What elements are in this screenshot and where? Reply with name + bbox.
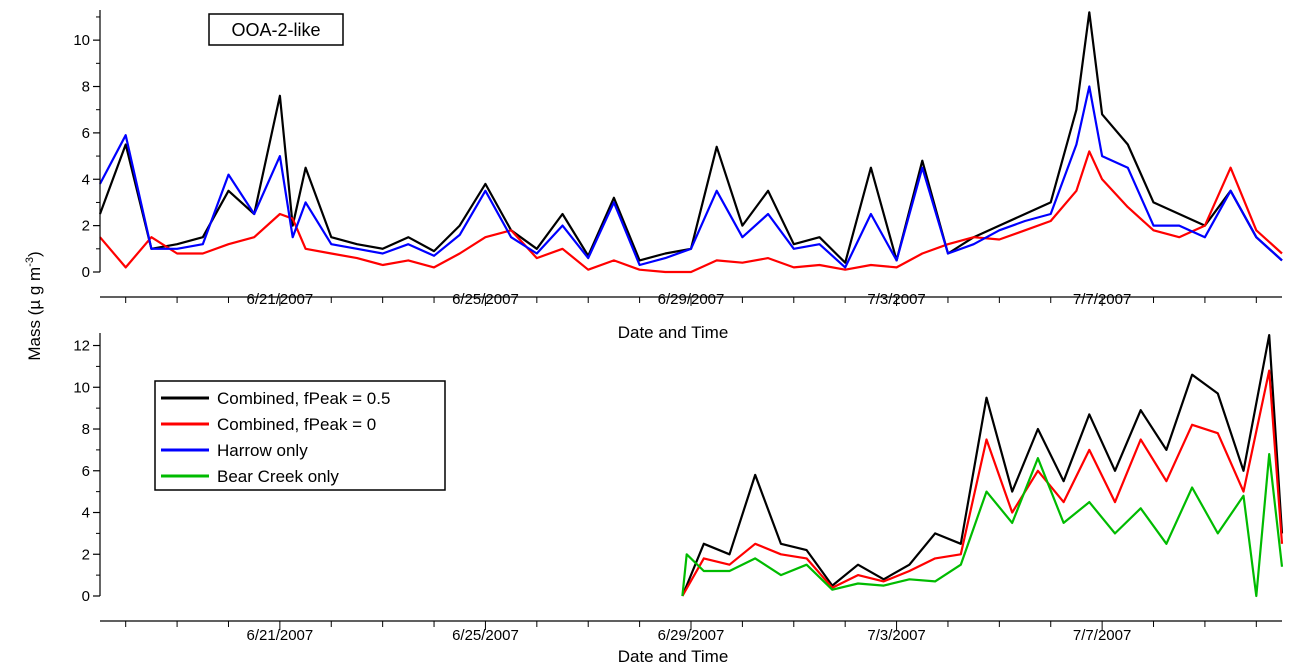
top-x-tick-label: 6/25/2007: [452, 291, 519, 308]
bottom-x-tick-label: 6/29/2007: [658, 627, 725, 644]
legend-label-combined-0: Combined, fPeak = 0: [217, 415, 376, 434]
bottom-y-tick-label: 6: [82, 463, 90, 480]
legend: Combined, fPeak = 0.5 Combined, fPeak = …: [154, 380, 446, 491]
bottom-y-tick-label: 12: [73, 338, 90, 355]
top-y-tick-label: 8: [82, 79, 90, 96]
top-series-line-harrow-only: [99, 85, 1283, 269]
legend-entry-bear-creek: Bear Creek only: [161, 467, 339, 486]
top-y-tick-label: 4: [82, 171, 90, 188]
bottom-series-line-combined-fpeak-0-5: [681, 334, 1284, 597]
bottom-x-tick-label: 6/21/2007: [247, 627, 314, 644]
top-x-tick-label: 7/7/2007: [1073, 291, 1131, 308]
legend-label-bear-creek: Bear Creek only: [217, 467, 339, 486]
svg-text:Mass (µ g m-3): Mass (µ g m-3): [24, 251, 44, 360]
bottom-y-tick-label: 2: [82, 546, 90, 563]
bottom-x-axis-title: Date and Time: [618, 647, 729, 666]
top-plot-area: 0 2 4 6 8 10 6/21/2007 6/25/2007 6/29/2007 7/3/20…: [73, 10, 1283, 308]
top-y-tick-label: 2: [82, 218, 90, 235]
legend-label-harrow: Harrow only: [217, 441, 308, 460]
legend-label-combined-05: Combined, fPeak = 0.5: [217, 389, 390, 408]
legend-entry-combined-05: Combined, fPeak = 0.5: [161, 389, 390, 408]
top-series-line-combined-fpeak-0-5: [98, 11, 1283, 264]
top-x-tick-label: 6/29/2007: [658, 291, 725, 308]
legend-entry-combined-0: Combined, fPeak = 0: [161, 415, 376, 434]
bottom-y-tick-label: 0: [82, 588, 90, 605]
bottom-y-tick-label: 10: [73, 379, 90, 396]
top-y-tick-label: 10: [73, 32, 90, 49]
legend-entry-harrow: Harrow only: [161, 441, 308, 460]
bottom-plot-area: 0 2 4 6 8 10 12 6/21/2007 6/25/2007 6/29/2007 7/3/…: [73, 333, 1284, 644]
top-series-line-combined-fpeak-0: [99, 150, 1283, 274]
bottom-y-tick-label: 8: [82, 421, 90, 438]
top-annotation-box: OOA-2-like: [208, 13, 344, 46]
top-y-tick-label: 0: [82, 264, 90, 281]
top-annotation-text: OOA-2-like: [231, 20, 320, 40]
top-y-tick-label: 6: [82, 125, 90, 142]
top-x-axis-title: Date and Time: [618, 323, 729, 342]
y-axis-title-superscript: -3: [24, 257, 36, 267]
top-panel: 0 2 4 6 8 10 6/21/2007 6/25/2007 6/29/2007 7/3/20…: [73, 10, 1283, 342]
top-x-tick-label: 7/3/2007: [867, 291, 925, 308]
bottom-y-tick-label: 4: [82, 505, 90, 522]
bottom-series-line-bear-creek-only: [681, 453, 1284, 598]
bottom-x-tick-label: 6/25/2007: [452, 627, 519, 644]
bottom-x-tick-label: 7/7/2007: [1073, 627, 1131, 644]
top-x-tick-label: 6/21/2007: [247, 291, 314, 308]
y-axis-title: Mass (µ g m-3): [24, 251, 44, 360]
bottom-series-line-combined-fpeak-0: [681, 369, 1284, 597]
y-axis-title-text: Mass (µ g m: [25, 267, 44, 361]
bottom-panel: 0 2 4 6 8 10 12 6/21/2007 6/25/2007 6/29/2007 7/3/…: [73, 333, 1284, 666]
y-axis-title-close: ): [25, 251, 44, 257]
bottom-x-tick-label: 7/3/2007: [867, 627, 925, 644]
